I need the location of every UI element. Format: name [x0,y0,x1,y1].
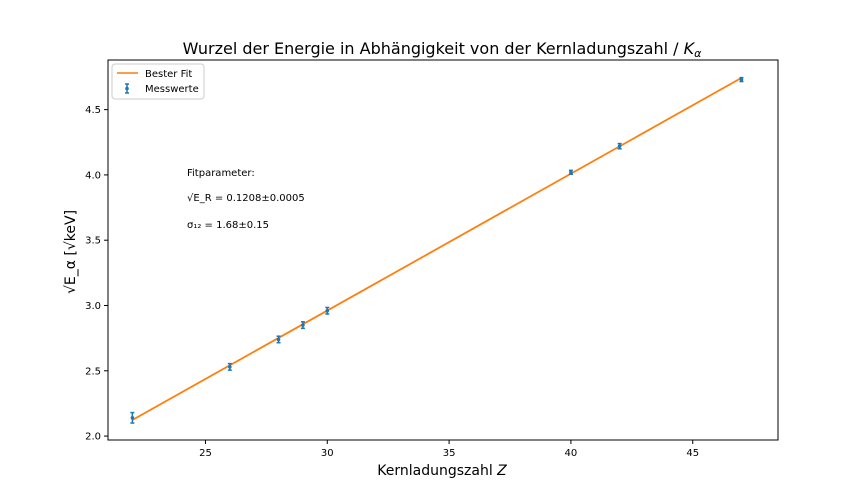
point-marker [325,308,330,313]
x-tick-label: 40 [565,448,578,459]
y-axis-label-text: √E_α [√keV] [63,210,79,294]
legend-measure-label: Messwerte [145,84,199,95]
x-tick-label: 35 [443,448,456,459]
data-point [130,411,135,424]
x-tick-label: 30 [321,448,334,459]
plot-frame [107,59,779,441]
y-tick-label: 4.0 [85,170,101,181]
point-marker [130,416,135,420]
measurement-series [130,76,744,424]
data-point [617,142,622,150]
data-point [300,321,305,330]
x-tick-label: 45 [686,448,699,459]
point-marker [569,170,573,175]
fit-line-series [131,77,742,421]
y-tick-label: 2.0 [85,432,101,443]
point-marker [739,77,744,82]
data-point [739,76,744,83]
legend: Bester Fit Messwerte [111,63,205,100]
y-tick-label: 3.5 [85,236,101,247]
legend-fit-label: Bester Fit [145,69,192,80]
fit-parameters-annotation: Fitparameter: √E_R = 0.1208±0.0005 σ₁₂ =… [187,168,305,231]
chart-title: Wurzel der Energie in Abhängigkeit von d… [183,39,702,60]
point-marker [301,323,305,327]
x-tick-label: 25 [199,448,212,459]
y-tick-label: 4.5 [85,105,101,116]
fit-line [131,77,742,421]
data-point [568,169,573,176]
data-point [276,335,281,344]
data-point [227,362,232,371]
y-tick-label: 3.0 [85,301,101,312]
data-point [325,306,330,315]
annotation-energy: √E_R = 0.1208±0.0005 [187,193,305,204]
y-tick-label: 2.5 [85,366,101,377]
annotation-sigma: σ₁₂ = 1.68±0.15 [187,220,269,231]
annotation-heading: Fitparameter: [187,168,255,179]
y-axis-label: √E_α [√keV] [63,210,79,294]
point-marker [276,337,281,342]
point-marker [228,365,232,369]
point-marker [617,144,622,148]
legend-measure-swatch [125,83,129,94]
x-axis: 25 30 35 40 45 [199,440,699,459]
y-axis: 2.0 2.5 3.0 3.5 4.0 4.5 [85,105,108,443]
x-axis-label: Kernladungszahl Z [377,463,507,479]
